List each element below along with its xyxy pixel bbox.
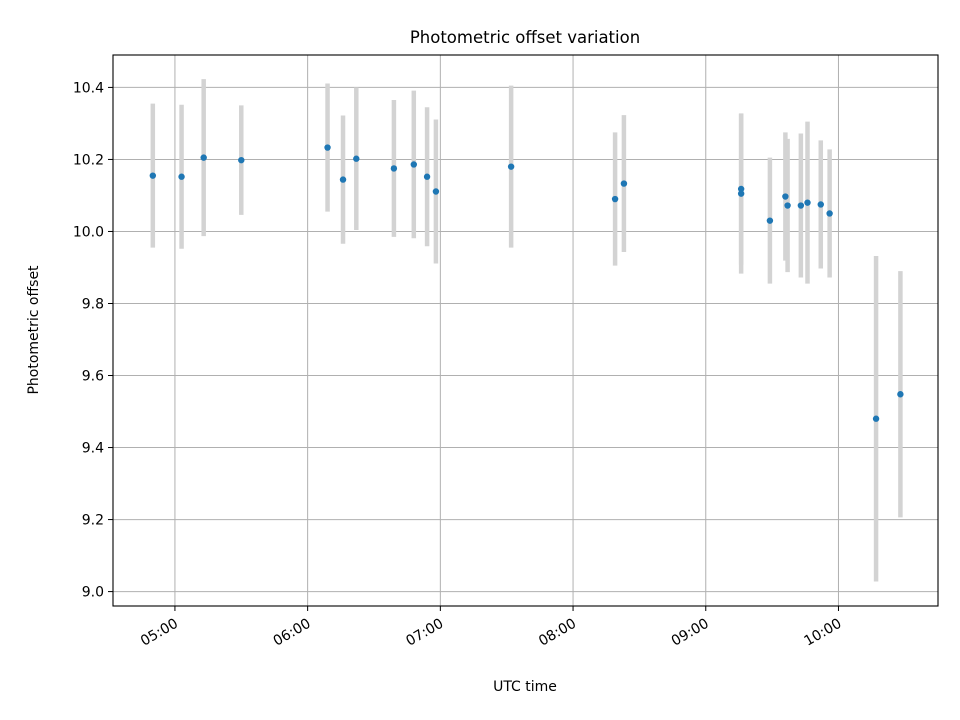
chart-title: Photometric offset variation [410,28,640,47]
y-tick-label: 10.2 [73,152,104,168]
data-point [620,180,628,187]
y-tick-label: 10.4 [73,80,104,96]
y-tick-label: 9.2 [82,513,104,529]
data-point [826,210,833,217]
data-point [200,154,207,161]
data-point [872,415,880,422]
data-point [737,190,745,197]
data-point [390,165,398,172]
y-tick-label: 9.0 [82,585,104,601]
data-point [339,176,347,183]
data-point [178,173,185,180]
data-point [784,202,791,209]
y-axis: 9.0 9.2 9.4 9.6 9.8 10.0 10.2 10.4 [73,80,113,601]
x-tick-label: 07:00 [403,616,446,650]
grid [113,55,938,606]
x-tick-label: 10:00 [802,616,845,650]
data-point [897,391,904,398]
data-point [353,155,360,162]
plot-frame [112,54,939,607]
data-point [782,193,789,200]
data-point [766,217,774,224]
data-point [423,173,431,180]
y-tick-label: 9.6 [82,369,104,385]
x-tick-label: 05:00 [138,616,181,650]
x-axis-label: UTC time [493,679,557,695]
data-point [432,188,440,195]
data-point [149,172,157,179]
data-point [611,195,619,203]
data-point [804,199,811,206]
x-tick-label: 08:00 [536,616,579,650]
data-point [737,185,745,193]
y-tick-label: 9.4 [82,441,104,457]
y-tick-label: 9.8 [82,296,104,312]
data-point [238,156,245,164]
y-tick-label: 10.0 [73,224,104,240]
data-points [149,144,904,422]
y-axis-label: Photometric offset [26,265,42,395]
data-point [507,163,515,170]
error-bars [150,79,903,582]
x-axis: 05:00 06:00 07:00 08:00 09:00 10:00 [138,606,844,650]
x-tick-label: 09:00 [669,616,712,650]
x-tick-label: 06:00 [271,616,314,650]
data-point [797,202,805,209]
data-point [324,144,331,151]
data-point [817,201,824,208]
data-point [410,161,418,168]
